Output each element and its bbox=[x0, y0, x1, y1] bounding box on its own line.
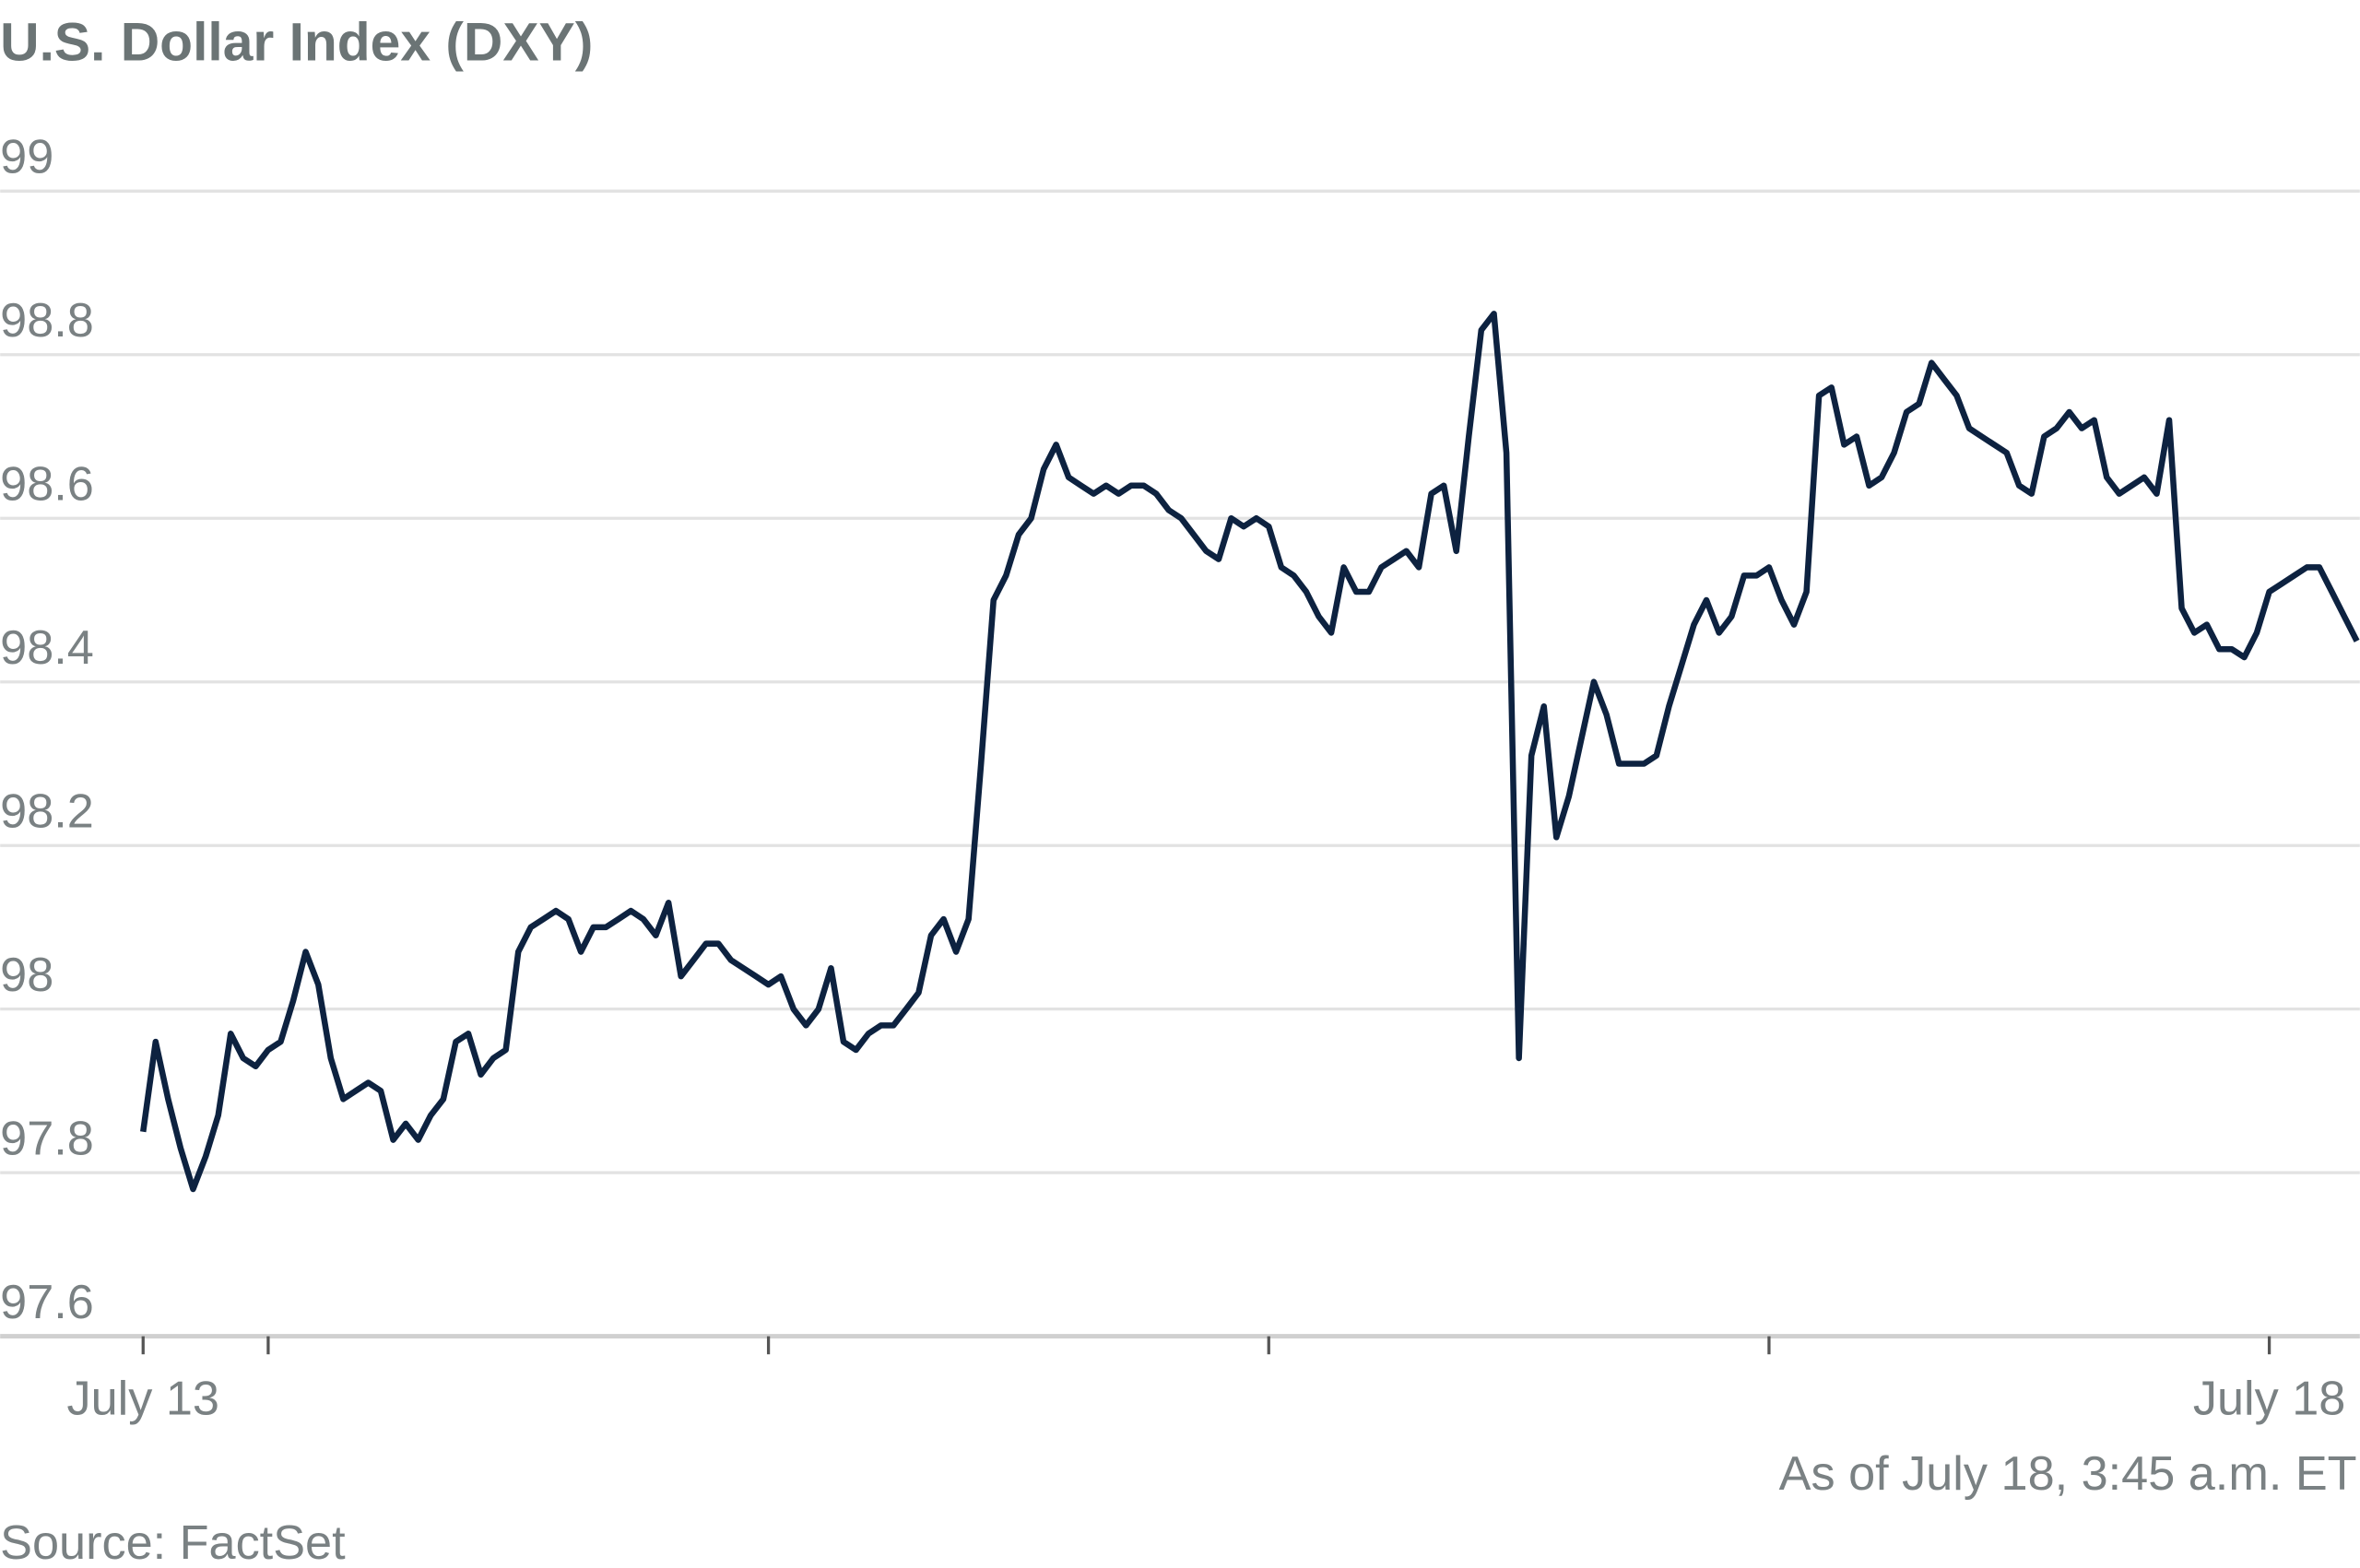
y-tick-label: 98 bbox=[0, 949, 53, 1002]
y-tick-label: 97.6 bbox=[0, 1276, 94, 1329]
y-tick-label: 98.2 bbox=[0, 785, 94, 839]
y-tick-label: 99 bbox=[0, 131, 53, 184]
y-tick-label: 98.4 bbox=[0, 621, 94, 675]
line bbox=[140, 311, 2360, 1193]
source: Source: FactSet bbox=[0, 1516, 346, 1568]
y-tick-label: 98.8 bbox=[0, 294, 94, 348]
x-tick-label: July 18 bbox=[2193, 1372, 2345, 1425]
y-tick-label: 98.6 bbox=[0, 458, 94, 512]
chart-title: U.S. Dollar Index (DXY) bbox=[0, 12, 593, 72]
y-tick-label: 97.8 bbox=[0, 1113, 94, 1166]
note: As of July 18, 3:45 a.m. ET bbox=[1779, 1447, 2357, 1501]
x-tick-label: July 13 bbox=[67, 1372, 219, 1425]
